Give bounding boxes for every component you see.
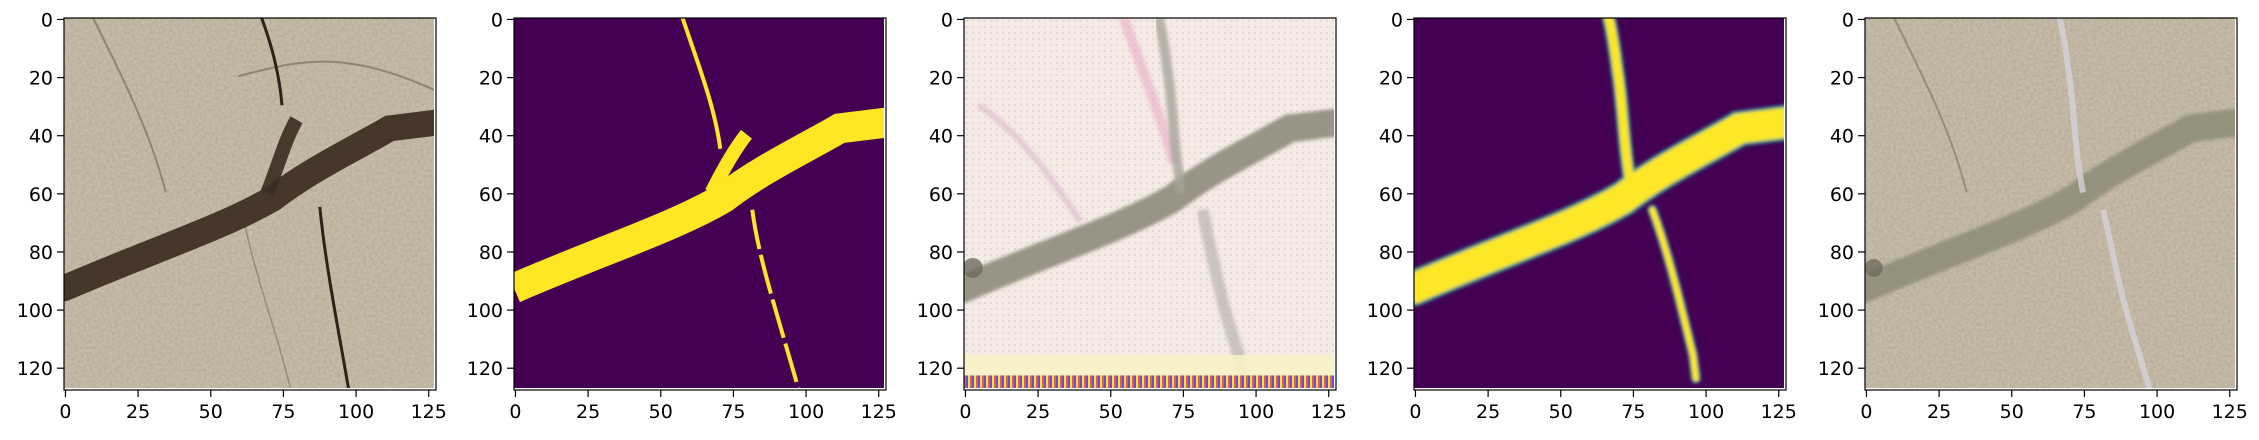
x-tick-label: 75 [271, 401, 295, 423]
x-tick-label: 25 [126, 401, 150, 423]
x-tick-label: 25 [576, 401, 600, 423]
crack-mask [514, 107, 884, 303]
y-tick-label: 40 [29, 126, 53, 148]
x-tick-label: 50 [2000, 401, 2024, 423]
x-tick-label: 125 [1311, 401, 1347, 423]
x-tick-label: 75 [1621, 401, 1645, 423]
x-tick-label: 50 [1099, 401, 1123, 423]
crack-mask [1414, 107, 1784, 304]
x-tick-label: 0 [509, 401, 521, 423]
y-tick-label: 20 [1830, 68, 1854, 90]
y-tick-label: 0 [941, 9, 953, 31]
axes-frame [1864, 17, 2238, 391]
y-tick-label: 120 [1367, 358, 1403, 380]
y-tick-label: 60 [1830, 184, 1854, 206]
panel-predicted-mask: 0 25 50 75 100 125 0 20 40 60 80 100 120 [1367, 9, 1797, 423]
y-tick-label: 120 [1818, 358, 1854, 380]
y-tick-label: 40 [929, 126, 953, 148]
x-tick-label: 50 [199, 401, 223, 423]
y-tick-label: 80 [479, 242, 503, 264]
blended-output-image [1865, 18, 2235, 388]
y-tick-label: 0 [491, 9, 503, 31]
y-tick-label: 120 [17, 358, 53, 380]
y-tick-label: 100 [467, 300, 503, 322]
x-tick-label: 125 [861, 401, 897, 423]
x-tick-label: 0 [1409, 401, 1421, 423]
y-tick-label: 100 [1367, 300, 1403, 322]
x-tick-label: 75 [2072, 401, 2096, 423]
panel-ground-truth-mask: 0 25 50 75 100 125 0 20 40 60 80 100 120 [467, 9, 897, 423]
y-tick-label: 20 [479, 68, 503, 90]
crack [1865, 108, 2235, 303]
x-tick-label: 125 [411, 401, 447, 423]
y-tick-label: 80 [929, 242, 953, 264]
x-tick-label: 100 [338, 401, 374, 423]
ground-truth-mask-image [514, 18, 884, 388]
x-tick-label: 25 [1476, 401, 1500, 423]
x-tick-label: 125 [2212, 401, 2248, 423]
y-tick-label: 0 [41, 9, 53, 31]
x-tick-label: 100 [1688, 401, 1724, 423]
axes-frame [63, 17, 437, 391]
panel-generated-texture: 0 25 50 75 100 125 0 20 40 60 80 100 120 [917, 9, 1347, 423]
y-tick-label: 100 [917, 300, 953, 322]
crack [64, 109, 434, 302]
x-tick-label: 50 [649, 401, 673, 423]
y-tick-label: 40 [479, 126, 503, 148]
y-tick-label: 80 [29, 242, 53, 264]
generated-texture-image [964, 18, 1334, 388]
axes-frame [963, 17, 1337, 391]
axes-frame [1413, 17, 1787, 391]
x-tick-label: 125 [1761, 401, 1797, 423]
y-tick-label: 60 [929, 184, 953, 206]
x-tick-label: 0 [1860, 401, 1872, 423]
y-tick-label: 60 [29, 184, 53, 206]
x-tick-label: 100 [2139, 401, 2175, 423]
x-tick-label: 0 [959, 401, 971, 423]
crack [964, 108, 1334, 303]
axes-frame [513, 17, 887, 391]
x-tick-label: 25 [1026, 401, 1050, 423]
y-tick-label: 100 [1818, 300, 1854, 322]
predicted-mask-image [1414, 18, 1784, 388]
panel-input-photo: 0 25 50 75 100 125 0 20 40 60 80 100 120 [17, 9, 447, 423]
x-tick-label: 0 [59, 401, 71, 423]
y-tick-label: 120 [917, 358, 953, 380]
y-tick-label: 60 [1379, 184, 1403, 206]
y-tick-label: 20 [29, 68, 53, 90]
x-tick-label: 100 [1238, 401, 1274, 423]
x-tick-label: 75 [1171, 401, 1195, 423]
y-tick-label: 0 [1842, 9, 1854, 31]
y-tick-label: 100 [17, 300, 53, 322]
y-tick-label: 20 [1379, 68, 1403, 90]
x-tick-label: 75 [721, 401, 745, 423]
x-tick-label: 50 [1549, 401, 1573, 423]
y-tick-label: 120 [467, 358, 503, 380]
input-photo-image [64, 18, 434, 388]
y-tick-label: 80 [1379, 242, 1403, 264]
panel-blended-output: 0 25 50 75 100 125 0 20 40 60 80 100 120 [1818, 9, 2248, 423]
y-tick-label: 40 [1830, 126, 1854, 148]
y-tick-label: 60 [479, 184, 503, 206]
y-tick-label: 0 [1391, 9, 1403, 31]
x-tick-label: 25 [1927, 401, 1951, 423]
x-tick-label: 100 [788, 401, 824, 423]
y-tick-label: 20 [929, 68, 953, 90]
y-tick-label: 80 [1830, 242, 1854, 264]
y-tick-label: 40 [1379, 126, 1403, 148]
